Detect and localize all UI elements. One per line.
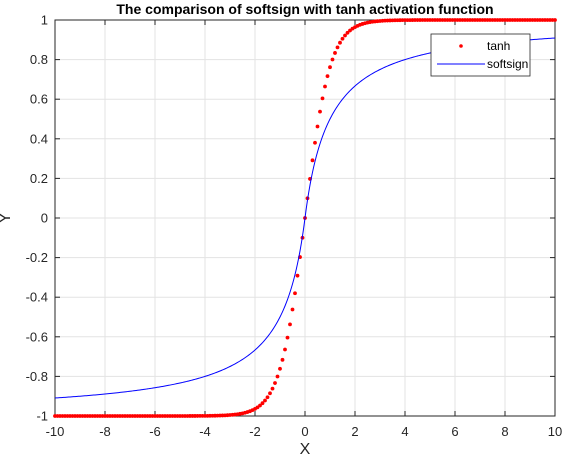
- tanh-point: [263, 398, 267, 403]
- tanh-point: [270, 386, 275, 391]
- tanh-point: [323, 84, 327, 89]
- x-axis-label: X: [300, 441, 311, 458]
- x-tick-label: 10: [548, 424, 562, 439]
- y-tick-label: -0.8: [26, 369, 48, 384]
- tanh-point: [320, 96, 325, 101]
- y-tick-label: 0.2: [30, 171, 48, 186]
- tanh-point: [275, 374, 280, 379]
- tanh-point: [310, 158, 315, 163]
- x-tick-label: 8: [501, 424, 508, 439]
- x-tick-label: -2: [249, 424, 261, 439]
- x-tick-label: 4: [401, 424, 408, 439]
- tanh-point: [258, 403, 262, 408]
- tanh-point: [328, 65, 332, 70]
- tanh-point: [273, 381, 277, 385]
- tanh-point: [280, 357, 285, 362]
- tanh-point: [293, 291, 297, 296]
- tanh-point: [260, 401, 265, 406]
- chart-title: The comparison of softsign with tanh act…: [116, 1, 493, 17]
- series-tanh: [53, 18, 557, 418]
- y-tick-label: -0.4: [26, 290, 48, 305]
- tanh-point: [318, 109, 322, 114]
- y-tick-label: 0.6: [30, 92, 48, 107]
- x-tick-label: -10: [46, 424, 65, 439]
- y-tick-label: 1: [41, 13, 48, 28]
- tanh-point: [343, 33, 347, 38]
- x-tick-label: 6: [451, 424, 458, 439]
- series-layer: [53, 18, 557, 418]
- legend-softsign-label: softsign: [487, 57, 528, 71]
- x-tick-label: -8: [99, 424, 111, 439]
- tanh-point: [285, 335, 290, 340]
- tanh-point: [290, 307, 295, 312]
- y-tick-label: 0.8: [30, 52, 48, 67]
- legend-tanh-label: tanh: [487, 39, 510, 53]
- tanh-point: [330, 57, 335, 62]
- x-tick-label: 2: [351, 424, 358, 439]
- tanh-point: [553, 18, 557, 22]
- axis-ticks: [54, 19, 556, 417]
- y-tick-label: 0.4: [30, 131, 48, 146]
- tanh-point: [335, 45, 340, 50]
- y-tick-label: -0.2: [26, 250, 48, 265]
- y-tick-label: 0: [41, 211, 48, 226]
- y-tick-labels: -1 -0.8 -0.6 -0.4 -0.2 0 0.2 0.4 0.6 0.8 1: [26, 13, 48, 424]
- tanh-point: [265, 395, 270, 400]
- y-tick-label: -1: [36, 409, 48, 424]
- x-tick-labels: -10 -8 -6 -4 -2 0 2 4 6 8 10: [46, 424, 562, 439]
- legend-box: [430, 33, 531, 77]
- y-axis-label: Y: [0, 212, 14, 223]
- tanh-point: [268, 391, 272, 396]
- tanh-point: [315, 124, 320, 129]
- x-tick-label: -4: [199, 424, 211, 439]
- tanh-point: [333, 51, 337, 55]
- tanh-point: [295, 273, 300, 278]
- tanh-point: [283, 347, 287, 352]
- x-tick-label: 0: [301, 424, 308, 439]
- tanh-point: [340, 36, 345, 41]
- tanh-point: [345, 30, 350, 35]
- legend-tanh-marker: [459, 44, 463, 48]
- tanh-point: [338, 40, 342, 45]
- tanh-point: [313, 140, 317, 145]
- y-tick-label: -0.6: [26, 329, 48, 344]
- tanh-point: [278, 366, 282, 371]
- x-tick-label: -6: [149, 424, 161, 439]
- legend: tanh softsign: [430, 33, 531, 77]
- tanh-point: [325, 74, 330, 79]
- tanh-point: [288, 322, 292, 327]
